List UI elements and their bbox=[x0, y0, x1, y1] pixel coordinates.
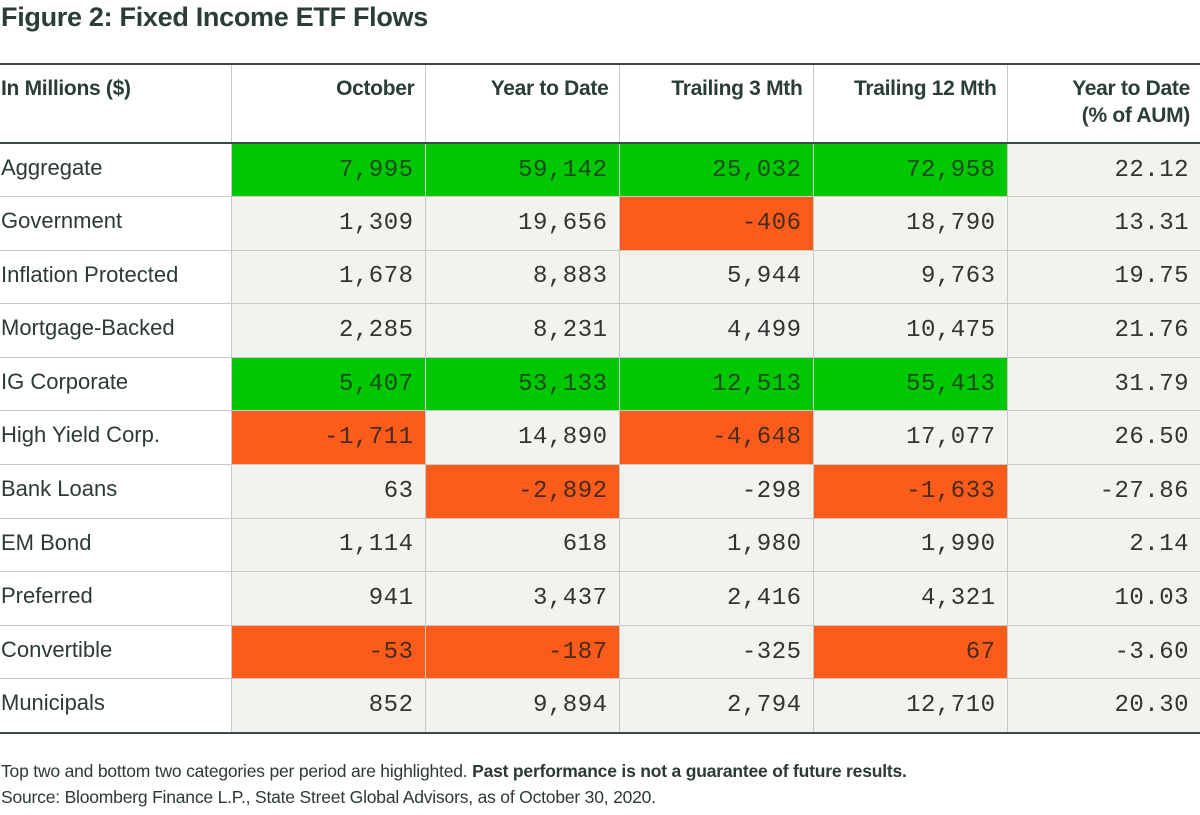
value-cell: 18,790 bbox=[812, 196, 1007, 251]
value-cell: 20.30 bbox=[1006, 678, 1200, 733]
value-cell: -27.86 bbox=[1006, 464, 1200, 519]
column-header: Trailing 3 Mth bbox=[618, 64, 813, 143]
value-cell: 618 bbox=[424, 518, 619, 572]
value-cell: 22.12 bbox=[1006, 143, 1200, 197]
value-cell: 3,437 bbox=[424, 571, 619, 626]
value-cell-top-highlight: 7,995 bbox=[230, 143, 425, 197]
value-cell: -3.60 bbox=[1006, 625, 1200, 679]
column-header: Year to Date (% of AUM) bbox=[1006, 64, 1200, 143]
row-label: EM Bond bbox=[0, 518, 231, 572]
value-cell: 4,499 bbox=[618, 303, 813, 358]
value-cell-bottom-highlight: 67 bbox=[812, 625, 1007, 679]
row-label: Inflation Protected bbox=[0, 250, 231, 304]
highlight-note: Top two and bottom two categories per pe… bbox=[1, 761, 468, 781]
column-header-line: Trailing 3 Mth bbox=[671, 77, 803, 100]
table-row: Inflation Protected 1,678 8,883 5,944 9,763 1… bbox=[0, 250, 1200, 304]
value-cell: -325 bbox=[618, 625, 813, 679]
value-cell: 2,416 bbox=[618, 571, 813, 626]
value-cell-top-highlight: 12,513 bbox=[618, 357, 813, 411]
value-cell: 1,678 bbox=[230, 250, 425, 304]
row-label: Government bbox=[0, 196, 231, 251]
value-cell-bottom-highlight: -1,711 bbox=[230, 410, 425, 465]
value-cell: 2.14 bbox=[1006, 518, 1200, 572]
value-cell: 63 bbox=[230, 464, 425, 519]
table-row: Mortgage-Backed 2,285 8,231 4,499 10,475 21.7… bbox=[0, 303, 1200, 358]
value-cell: 26.50 bbox=[1006, 410, 1200, 465]
value-cell: 4,321 bbox=[812, 571, 1007, 626]
value-cell: 1,114 bbox=[230, 518, 425, 572]
column-header: Trailing 12 Mth bbox=[812, 64, 1007, 143]
value-cell: 19,656 bbox=[424, 196, 619, 251]
column-header: October bbox=[230, 64, 425, 143]
value-cell: 9,894 bbox=[424, 678, 619, 733]
value-cell: 10.03 bbox=[1006, 571, 1200, 626]
value-cell: -298 bbox=[618, 464, 813, 519]
value-cell-bottom-highlight: -2,892 bbox=[424, 464, 619, 519]
value-cell: 13.31 bbox=[1006, 196, 1200, 251]
value-cell-top-highlight: 55,413 bbox=[812, 357, 1007, 411]
value-cell: 2,285 bbox=[230, 303, 425, 358]
row-label: Aggregate bbox=[0, 143, 231, 197]
value-cell-top-highlight: 53,133 bbox=[424, 357, 619, 411]
value-cell: 17,077 bbox=[812, 410, 1007, 465]
value-cell: 1,980 bbox=[618, 518, 813, 572]
table-body: Aggregate 7,995 59,142 25,032 72,958 22.12 Gov… bbox=[0, 143, 1200, 733]
value-cell: 1,990 bbox=[812, 518, 1007, 572]
value-cell-bottom-highlight: -53 bbox=[230, 625, 425, 679]
disclaimer: Past performance is not a guarantee of f… bbox=[472, 761, 907, 781]
column-header-line: Year to Date bbox=[1072, 77, 1190, 100]
column-header-line: October bbox=[336, 77, 415, 100]
table-row: High Yield Corp. -1,711 14,890 -4,648 17,077… bbox=[0, 410, 1200, 465]
footer-line-1: Top two and bottom two categories per pe… bbox=[1, 758, 907, 784]
value-cell-bottom-highlight: -406 bbox=[618, 196, 813, 251]
table-row: IG Corporate 5,407 53,133 12,513 55,413 31.79 bbox=[0, 357, 1200, 411]
column-header-line: Year to Date bbox=[490, 77, 609, 100]
value-cell: 8,883 bbox=[424, 250, 619, 304]
value-cell: 1,309 bbox=[230, 196, 425, 251]
value-cell: 31.79 bbox=[1006, 357, 1200, 411]
row-label: Mortgage-Backed bbox=[0, 303, 231, 358]
value-cell: 5,944 bbox=[618, 250, 813, 304]
figure-title: Figure 2: Fixed Income ETF Flows bbox=[1, 2, 428, 32]
value-cell: 2,794 bbox=[618, 678, 813, 733]
footer: Top two and bottom two categories per pe… bbox=[1, 758, 907, 810]
value-cell: 12,710 bbox=[812, 678, 1007, 733]
table-row: Bank Loans 63 -2,892 -298 -1,633 -27.86 bbox=[0, 464, 1200, 519]
table-row: EM Bond 1,114 618 1,980 1,990 2.14 bbox=[0, 518, 1200, 572]
value-cell: 14,890 bbox=[424, 410, 619, 465]
row-label: IG Corporate bbox=[0, 357, 231, 411]
value-cell: 10,475 bbox=[812, 303, 1007, 358]
row-label: Bank Loans bbox=[0, 464, 231, 519]
header-label: In Millions ($) bbox=[1, 77, 131, 100]
etf-flows-table: In Millions ($) October Year to Date Trail… bbox=[0, 63, 1200, 734]
value-cell: 21.76 bbox=[1006, 303, 1200, 358]
value-cell: 9,763 bbox=[812, 250, 1007, 304]
column-header-line: (% of AUM) bbox=[1081, 104, 1191, 127]
value-cell-top-highlight: 59,142 bbox=[424, 143, 619, 197]
value-cell-bottom-highlight: -4,648 bbox=[618, 410, 813, 465]
value-cell-top-highlight: 25,032 bbox=[618, 143, 813, 197]
value-cell: 941 bbox=[230, 571, 425, 626]
header-row: In Millions ($) October Year to Date Trail… bbox=[0, 64, 1200, 143]
table-row: Government 1,309 19,656 -406 18,790 13.31 bbox=[0, 196, 1200, 251]
value-cell: 19.75 bbox=[1006, 250, 1200, 304]
value-cell-top-highlight: 5,407 bbox=[230, 357, 425, 411]
value-cell: 852 bbox=[230, 678, 425, 733]
row-label: Convertible bbox=[0, 625, 231, 679]
row-label: High Yield Corp. bbox=[0, 410, 231, 465]
row-label: Municipals bbox=[0, 678, 231, 733]
column-header-line: Trailing 12 Mth bbox=[853, 77, 997, 100]
table-row: Aggregate 7,995 59,142 25,032 72,958 22.12 bbox=[0, 143, 1200, 197]
table-row: Preferred 941 3,437 2,416 4,321 10.03 bbox=[0, 571, 1200, 626]
column-header: Year to Date bbox=[424, 64, 619, 143]
source-note: Source: Bloomberg Finance L.P., State St… bbox=[1, 787, 656, 807]
table-row: Convertible -53 -187 -325 67 -3.60 bbox=[0, 625, 1200, 679]
value-cell-bottom-highlight: -1,633 bbox=[812, 464, 1007, 519]
row-label: Preferred bbox=[0, 571, 231, 626]
value-cell-bottom-highlight: -187 bbox=[424, 625, 619, 679]
table-row: Municipals 852 9,894 2,794 12,710 20.30 bbox=[0, 678, 1200, 733]
value-cell-top-highlight: 72,958 bbox=[812, 143, 1007, 197]
value-cell: 8,231 bbox=[424, 303, 619, 358]
